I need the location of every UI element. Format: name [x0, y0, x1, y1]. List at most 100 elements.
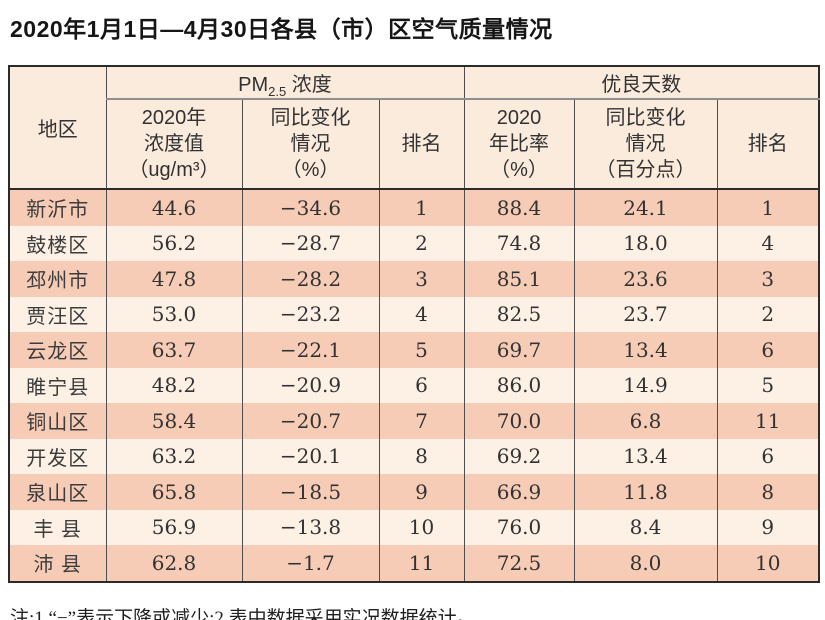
region-cell: 丰 县 — [8, 509, 107, 545]
good-change-cell: 23.7 — [573, 296, 718, 332]
pm25-rank-cell: 3 — [378, 261, 465, 297]
table-row: 鼓楼区 56.2 −28.7 2 74.8 18.0 4 — [8, 225, 820, 261]
good-rank-cell: 6 — [716, 332, 820, 368]
good-change-cell: 18.0 — [573, 225, 718, 261]
pm25-value-cell: 62.8 — [105, 545, 243, 582]
good-ratio-cell: 82.5 — [463, 296, 575, 332]
table-row: 开发区 63.2 −20.1 8 69.2 13.4 6 — [8, 438, 820, 474]
pm25-rank-cell: 2 — [378, 225, 465, 261]
good-change-cell: 6.8 — [573, 403, 718, 439]
pm25-rank-cell: 6 — [378, 367, 465, 403]
good-rank-cell: 4 — [716, 225, 820, 261]
region-cell: 沛 县 — [8, 545, 107, 582]
table-row: 新沂市 44.6 −34.6 1 88.4 24.1 1 — [8, 189, 820, 226]
pm25-value-cell: 48.2 — [105, 367, 243, 403]
region-cell: 泉山区 — [8, 474, 107, 510]
good-ratio-cell: 69.2 — [463, 438, 575, 474]
footnote: 注:1.“−”表示下降或减少;2.表中数据采用实况数据统计。 — [10, 607, 476, 620]
good-change-cell: 23.6 — [573, 261, 718, 297]
air-quality-table: 地区 PM2.5 浓度 优良天数 2020年 浓度值 （ug/m³） 同比变化 … — [8, 65, 821, 583]
good-change-cell: 8.4 — [573, 509, 718, 545]
pm25-change-cell: −23.2 — [241, 296, 380, 332]
table-row: 邳州市 47.8 −28.2 3 85.1 23.6 3 — [8, 261, 820, 297]
pm25-change-cell: −13.8 — [241, 509, 380, 545]
pm25-change-column-header: 同比变化 情况 （%） — [241, 99, 380, 190]
region-cell: 开发区 — [8, 438, 107, 474]
good-change-column-header: 同比变化 情况 （百分点） — [573, 99, 718, 190]
pm25-change-cell: −28.2 — [241, 261, 380, 297]
pm25-group-header: PM2.5 浓度 — [105, 66, 465, 100]
pm25-value-cell: 44.6 — [105, 189, 243, 226]
pm25-rank-column-header: 排名 — [378, 99, 465, 190]
region-cell: 鼓楼区 — [8, 225, 107, 261]
pm25-value-cell: 47.8 — [105, 261, 243, 297]
good-change-cell: 14.9 — [573, 367, 718, 403]
region-cell: 云龙区 — [8, 332, 107, 368]
region-column-header: 地区 — [8, 66, 107, 190]
good-ratio-cell: 76.0 — [463, 509, 575, 545]
good-ratio-cell: 70.0 — [463, 403, 575, 439]
page-title: 2020年1月1日—4月30日各县（市）区空气质量情况 — [10, 16, 553, 42]
pm25-rank-cell: 4 — [378, 296, 465, 332]
pm25-change-cell: −20.1 — [241, 438, 380, 474]
header-group-row: 地区 PM2.5 浓度 优良天数 — [8, 66, 820, 190]
table-row: 贾汪区 53.0 −23.2 4 82.5 23.7 2 — [8, 296, 820, 332]
pm25-value-cell: 65.8 — [105, 474, 243, 510]
table-row: 沛 县 62.8 −1.7 11 72.5 8.0 10 — [8, 545, 820, 582]
table-row: 铜山区 58.4 −20.7 7 70.0 6.8 11 — [8, 403, 820, 439]
good-ratio-cell: 66.9 — [463, 474, 575, 510]
pm25-value-cell: 53.0 — [105, 296, 243, 332]
pm25-value-cell: 56.2 — [105, 225, 243, 261]
good-rank-cell: 6 — [716, 438, 820, 474]
good-change-cell: 13.4 — [573, 438, 718, 474]
table-row: 丰 县 56.9 −13.8 10 76.0 8.4 9 — [8, 509, 820, 545]
good-ratio-cell: 74.8 — [463, 225, 575, 261]
region-cell: 睢宁县 — [8, 367, 107, 403]
good-change-cell: 11.8 — [573, 474, 718, 510]
pm25-change-cell: −1.7 — [241, 545, 380, 582]
table-body: 新沂市 44.6 −34.6 1 88.4 24.1 1 鼓楼区 56.2 −28.7 2 74.8 1… — [8, 189, 820, 582]
good-change-cell: 13.4 — [573, 332, 718, 368]
pm25-change-cell: −28.7 — [241, 225, 380, 261]
good-rank-cell: 8 — [716, 474, 820, 510]
table-row: 云龙区 63.7 −22.1 5 69.7 13.4 6 — [8, 332, 820, 368]
pm25-rank-cell: 10 — [378, 509, 465, 545]
good-rank-cell: 11 — [716, 403, 820, 439]
good-ratio-column-header: 2020 年比率 （%） — [463, 99, 575, 190]
pm25-label-prefix: PM — [238, 74, 269, 96]
pm25-value-cell: 58.4 — [105, 403, 243, 439]
region-cell: 新沂市 — [8, 189, 107, 226]
good-ratio-cell: 86.0 — [463, 367, 575, 403]
good-change-cell: 24.1 — [573, 189, 718, 226]
pm25-value-cell: 63.7 — [105, 332, 243, 368]
good-rank-cell: 3 — [716, 261, 820, 297]
pm25-value-column-header: 2020年 浓度值 （ug/m³） — [105, 99, 243, 190]
pm25-label-suffix: 浓度 — [286, 74, 332, 96]
region-cell: 铜山区 — [8, 403, 107, 439]
good-days-group-header: 优良天数 — [463, 66, 820, 100]
good-rank-cell: 1 — [716, 189, 820, 226]
good-ratio-cell: 72.5 — [463, 545, 575, 582]
good-rank-cell: 10 — [716, 545, 820, 582]
good-rank-cell: 2 — [716, 296, 820, 332]
pm25-change-cell: −20.7 — [241, 403, 380, 439]
table-header: 地区 PM2.5 浓度 优良天数 2020年 浓度值 （ug/m³） 同比变化 … — [8, 66, 820, 190]
good-ratio-cell: 88.4 — [463, 189, 575, 226]
good-rank-cell: 9 — [716, 509, 820, 545]
good-rank-cell: 5 — [716, 367, 820, 403]
pm25-change-cell: −22.1 — [241, 332, 380, 368]
region-cell: 贾汪区 — [8, 296, 107, 332]
pm25-rank-cell: 1 — [378, 189, 465, 226]
table-row: 泉山区 65.8 −18.5 9 66.9 11.8 8 — [8, 474, 820, 510]
pm25-change-cell: −34.6 — [241, 189, 380, 226]
pm25-label-subscript: 2.5 — [268, 84, 287, 99]
pm25-rank-cell: 9 — [378, 474, 465, 510]
region-cell: 邳州市 — [8, 261, 107, 297]
pm25-rank-cell: 7 — [378, 403, 465, 439]
good-ratio-cell: 69.7 — [463, 332, 575, 368]
pm25-rank-cell: 11 — [378, 545, 465, 582]
pm25-change-cell: −20.9 — [241, 367, 380, 403]
pm25-rank-cell: 5 — [378, 332, 465, 368]
pm25-change-cell: −18.5 — [241, 474, 380, 510]
